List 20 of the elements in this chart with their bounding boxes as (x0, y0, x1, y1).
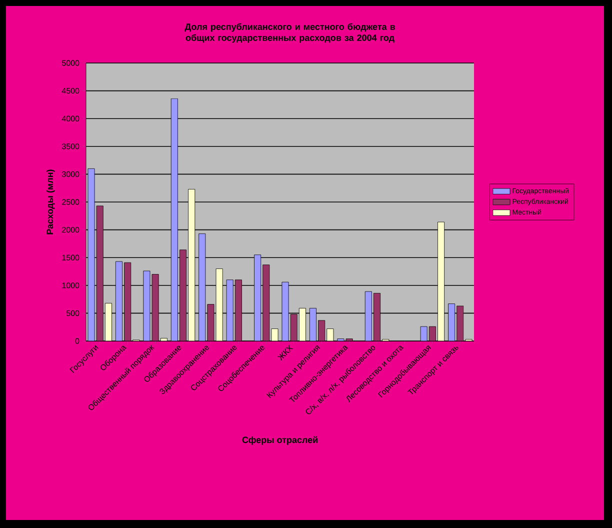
chart-title: Доля республиканского и местного бюджета в общих государственных расходов за 2004 год (184, 23, 395, 43)
bar (124, 262, 131, 342)
bar (180, 250, 186, 342)
y-tick-label: 4500 (62, 88, 80, 94)
y-tick-label: 0 (75, 338, 80, 344)
y-tick-label: 3500 (62, 144, 80, 150)
y-tick-label: 1500 (62, 254, 80, 260)
y-tick-label: 2000 (62, 226, 80, 233)
bar (96, 206, 104, 342)
y-tick-label: 3000 (62, 171, 80, 178)
bar (152, 274, 159, 342)
y-axis-title: Расходы (млн) (46, 170, 55, 234)
y-tick-label: 1000 (62, 282, 80, 288)
x-axis-title: Сферы отраслей (242, 436, 318, 445)
y-tick-label: 4000 (62, 116, 80, 122)
bar (235, 280, 242, 342)
y-tick-label: 500 (66, 310, 80, 316)
y-tick-label: 2500 (62, 199, 80, 205)
bar (262, 264, 270, 342)
y-tick-label: 5000 (62, 60, 80, 66)
